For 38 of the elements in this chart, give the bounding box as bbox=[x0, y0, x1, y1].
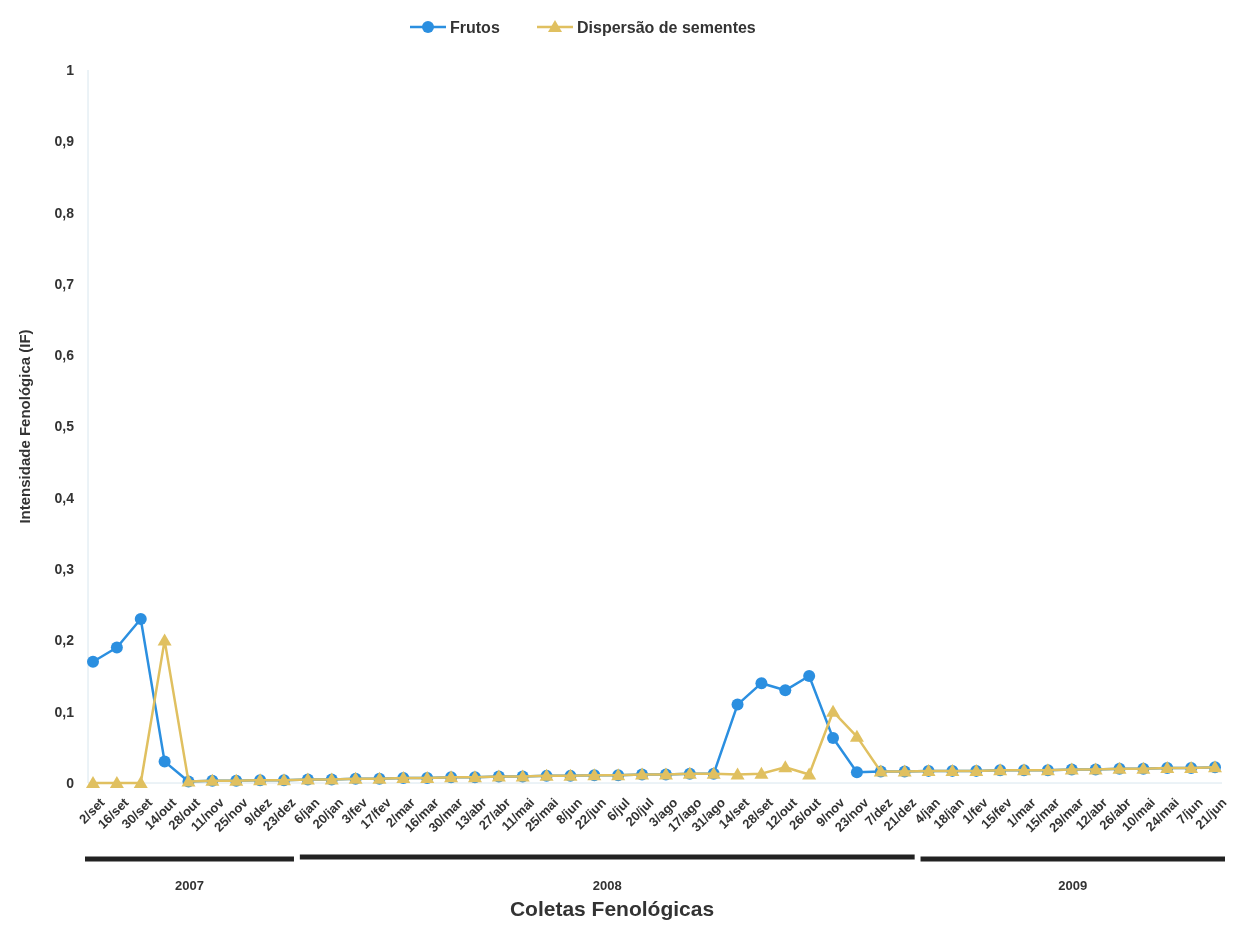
legend-label: Frutos bbox=[450, 18, 500, 36]
y-tick-label: 0,4 bbox=[54, 489, 75, 506]
point bbox=[87, 655, 99, 668]
point bbox=[826, 704, 841, 717]
point bbox=[133, 776, 148, 788]
y-tick-label: 1 bbox=[66, 61, 75, 78]
point bbox=[803, 670, 816, 683]
point bbox=[850, 766, 863, 779]
legend-label: Dispersão de sementes bbox=[577, 18, 756, 36]
y-tick-label: 0 bbox=[66, 774, 75, 791]
point bbox=[779, 684, 792, 697]
point bbox=[730, 767, 745, 780]
y-tick-label: 0,9 bbox=[54, 133, 75, 150]
point bbox=[731, 698, 744, 711]
text: 2008 bbox=[592, 878, 622, 893]
point bbox=[134, 613, 147, 626]
y-tick-label: 0,7 bbox=[54, 275, 75, 292]
y-tick-label: 0,5 bbox=[54, 418, 75, 435]
point bbox=[86, 776, 100, 788]
point bbox=[849, 729, 864, 742]
point bbox=[157, 633, 172, 646]
text: 2009 bbox=[1058, 878, 1088, 893]
y-tick-label: 0,6 bbox=[54, 347, 75, 364]
point bbox=[802, 767, 817, 780]
point bbox=[754, 766, 769, 779]
point bbox=[110, 641, 123, 654]
y-tick-label: 0,8 bbox=[54, 204, 75, 221]
point bbox=[778, 760, 793, 773]
point bbox=[158, 755, 171, 768]
x-axis-title: Coletas Fenológicas bbox=[509, 897, 715, 920]
point bbox=[109, 776, 124, 788]
text: 2007 bbox=[175, 878, 204, 893]
y-axis-title: Intensidade Fenológica (IF) bbox=[16, 329, 33, 524]
point bbox=[755, 677, 768, 690]
y-tick-label: 0,1 bbox=[54, 703, 75, 720]
y-tick-label: 0,3 bbox=[54, 561, 75, 577]
point bbox=[827, 732, 840, 745]
y-tick-label: 0,2 bbox=[54, 632, 75, 649]
